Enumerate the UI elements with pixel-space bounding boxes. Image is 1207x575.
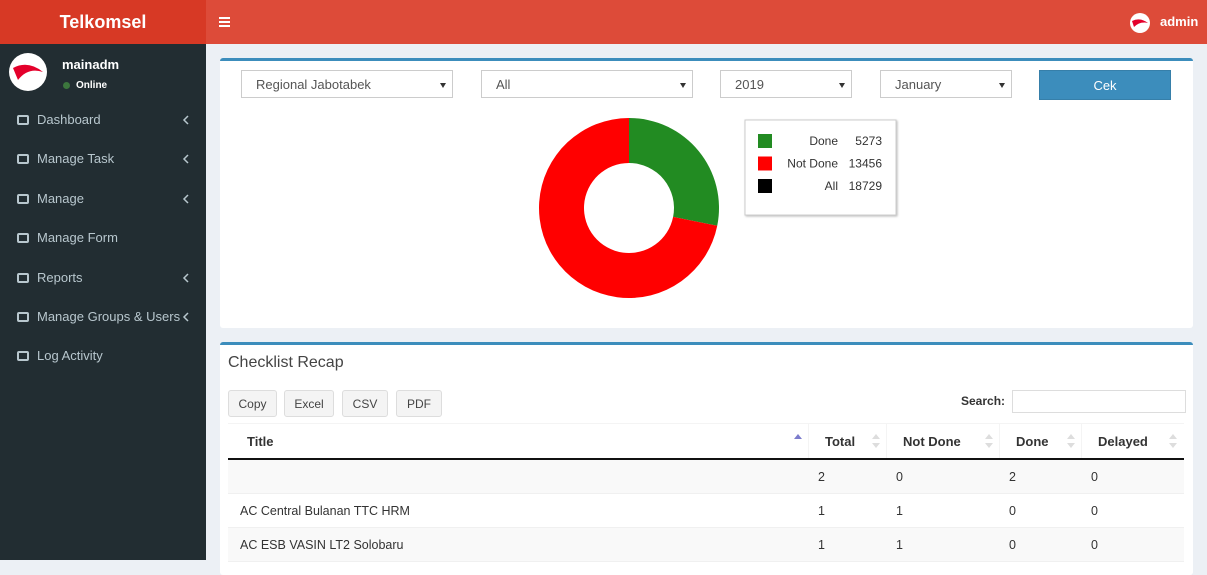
sort-up — [1169, 434, 1177, 439]
sort-down — [1067, 443, 1075, 448]
table-cell: 1 — [896, 538, 903, 552]
table-cell: 0 — [896, 470, 903, 484]
chevron — [182, 115, 189, 125]
legend-label: Done — [809, 134, 838, 148]
table-cell: 0 — [1091, 470, 1098, 484]
table-row — [228, 460, 1184, 494]
table-row — [228, 494, 1184, 528]
sort-up — [1067, 434, 1075, 439]
column-header[interactable]: Done — [1016, 434, 1049, 449]
menu-icon — [17, 312, 29, 322]
column-header[interactable]: Delayed — [1098, 434, 1148, 449]
avatar — [9, 53, 47, 91]
menu-item[interactable]: Manage Groups & Users — [37, 309, 181, 324]
menu-item[interactable]: Reports — [37, 269, 83, 285]
donut-chart: Done 5273 Not Done 13456 All 18729 — [539, 118, 897, 298]
year-select[interactable]: 2019 — [720, 70, 852, 98]
table-cell: AC Central Bulanan TTC HRM — [240, 504, 410, 518]
header-bottom — [228, 458, 1184, 460]
menu-item[interactable]: Manage Form — [37, 230, 118, 246]
export-button[interactable]: PDF — [396, 390, 442, 417]
export-button[interactable]: Excel — [284, 390, 334, 417]
chevron-line — [182, 194, 189, 204]
table-cell: 2 — [1009, 470, 1016, 484]
chevron — [182, 312, 189, 322]
legend-swatch — [758, 156, 772, 171]
sort-down — [985, 443, 993, 448]
area-select[interactable]: All — [481, 70, 693, 98]
menu-item[interactable]: Manage — [37, 190, 84, 206]
sort-icon[interactable] — [794, 434, 802, 448]
legend-value: 18729 — [849, 179, 883, 193]
donut-slice — [539, 118, 718, 298]
legend-value: 5273 — [855, 134, 882, 148]
region-select[interactable]: Regional Jabotabek — [241, 70, 453, 98]
table-cell: 2 — [818, 470, 825, 484]
table-cell: 0 — [1091, 504, 1098, 518]
status: Online — [76, 80, 108, 91]
table-cell: 1 — [896, 504, 903, 518]
month-select[interactable]: January — [880, 70, 1012, 98]
chevron-line — [182, 273, 189, 283]
sort-icon[interactable] — [872, 434, 880, 448]
search-label: Search: — [961, 394, 1006, 408]
sort-up — [872, 434, 880, 439]
chevron-line — [182, 115, 189, 125]
user-name[interactable]: admin — [1160, 14, 1199, 29]
cek-button[interactable]: Cek — [1039, 70, 1171, 100]
status-dot — [63, 82, 70, 89]
sort-down — [872, 443, 880, 448]
sort-icon[interactable] — [1169, 434, 1177, 448]
menu-icon — [17, 351, 29, 362]
menu-icon — [17, 233, 29, 244]
table-cell: 0 — [1009, 504, 1016, 518]
menu-icon — [17, 193, 29, 204]
chevron — [182, 154, 189, 164]
table-cell: 1 — [818, 504, 825, 518]
table-title: Checklist Recap — [228, 354, 344, 371]
legend-swatch — [758, 134, 772, 148]
column-header[interactable]: Title — [247, 434, 274, 449]
table-cell: AC ESB VASIN LT2 Solobaru — [240, 538, 404, 552]
column-header[interactable]: Total — [825, 434, 856, 449]
export-button[interactable]: CSV — [342, 390, 388, 417]
search-input[interactable] — [1012, 390, 1186, 413]
sort-icon[interactable] — [985, 434, 993, 448]
menu-icon — [17, 272, 29, 283]
table-cell: 0 — [1009, 538, 1016, 552]
sort-icon[interactable] — [1067, 434, 1075, 448]
legend-swatch — [758, 179, 772, 193]
chevron-line — [182, 312, 189, 322]
menu-icon — [17, 154, 29, 165]
export-button[interactable]: Copy — [228, 390, 277, 417]
table-cell: 0 — [1091, 538, 1098, 552]
legend-label: All — [825, 179, 838, 193]
menu-item[interactable]: Manage Task — [37, 151, 115, 167]
sidebar — [0, 44, 206, 560]
chevron-line — [182, 154, 189, 164]
user-logo — [1130, 13, 1150, 33]
table-header-line — [228, 423, 1184, 424]
sort-down — [1169, 443, 1177, 448]
column-header[interactable]: Not Done — [903, 434, 961, 449]
sort-up — [794, 434, 802, 439]
sort-up — [985, 434, 993, 439]
chevron — [182, 273, 189, 283]
chevron — [182, 194, 189, 204]
menu-item[interactable]: Dashboard — [37, 112, 101, 127]
table-cell: 1 — [818, 538, 825, 552]
brand[interactable]: Telkomsel — [0, 0, 206, 44]
legend-value: 13456 — [849, 157, 883, 171]
menu-toggle[interactable] — [219, 16, 231, 28]
donut-slice — [629, 118, 720, 226]
legend-label: Not Done — [787, 157, 838, 171]
menu-item[interactable]: Log Activity — [37, 348, 103, 364]
menu-icon — [17, 115, 29, 125]
sidebar-user: mainadm — [62, 57, 120, 72]
